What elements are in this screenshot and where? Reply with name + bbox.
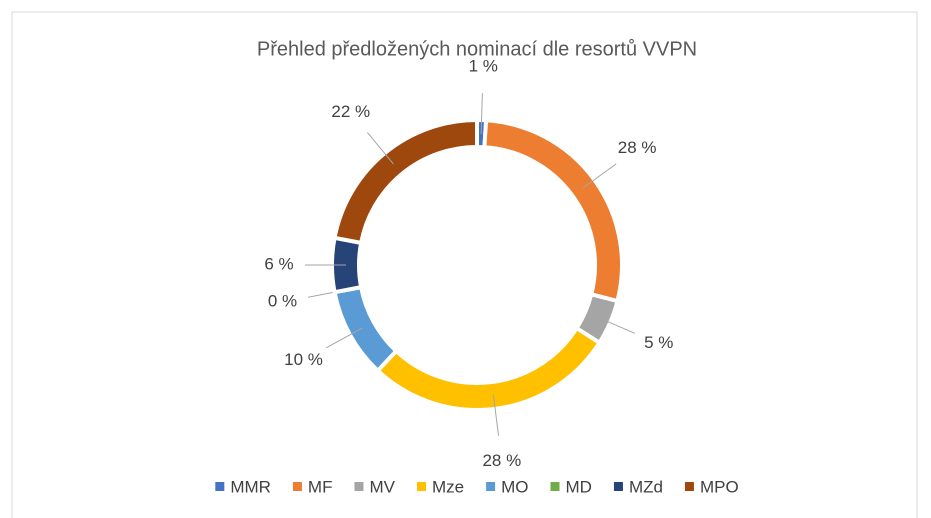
- legend-label: MF: [308, 477, 333, 496]
- legend-swatch: [354, 482, 364, 491]
- data-label: 1 %: [469, 57, 498, 76]
- data-label: 10 %: [284, 350, 323, 369]
- leader-line: [582, 163, 617, 189]
- leader-line: [597, 316, 636, 334]
- data-label: 0 %: [268, 292, 297, 311]
- legend: MMR MF MV Mze MO MD MZd MPO: [215, 477, 739, 496]
- data-label: 5 %: [644, 333, 673, 352]
- legend-label: Mze: [432, 477, 464, 496]
- legend-label: MMR: [230, 477, 271, 496]
- data-label: 22 %: [331, 102, 370, 121]
- legend-swatch: [292, 482, 302, 491]
- data-label: 28 %: [618, 138, 657, 157]
- donut-segment: [482, 118, 624, 304]
- donut-segment: [374, 325, 603, 412]
- chart-frame: [11, 11, 918, 518]
- donut-segment: [332, 117, 479, 246]
- legend-label: MD: [565, 477, 591, 496]
- leader-line: [480, 93, 483, 135]
- legend-swatch: [416, 482, 426, 491]
- data-label: 28 %: [482, 451, 521, 470]
- legend-swatch: [486, 482, 496, 491]
- leader-line: [366, 132, 394, 165]
- legend-label: MZd: [629, 477, 663, 496]
- chart-title: Přehled předložených nominací dle resort…: [257, 38, 697, 60]
- legend-label: MPO: [700, 477, 739, 496]
- data-label: 6 %: [264, 254, 293, 273]
- leader-line: [326, 327, 363, 349]
- leader-line: [492, 394, 500, 436]
- legend-swatch: [550, 482, 560, 491]
- legend-swatch: [215, 482, 225, 491]
- legend-label: MO: [501, 477, 528, 496]
- donut-segment: [332, 284, 400, 374]
- legend-label: MV: [369, 477, 395, 496]
- legend-swatch: [613, 482, 623, 491]
- legend-swatch: [684, 482, 694, 491]
